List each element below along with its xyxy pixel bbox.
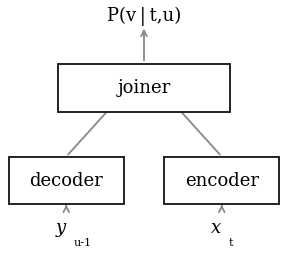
Text: P(v | t,u): P(v | t,u)	[107, 6, 181, 26]
FancyBboxPatch shape	[9, 157, 124, 204]
Text: x: x	[211, 219, 221, 237]
Text: u-1: u-1	[73, 238, 92, 248]
Text: encoder: encoder	[185, 172, 259, 190]
FancyBboxPatch shape	[58, 64, 230, 111]
Text: y: y	[55, 219, 66, 237]
Text: joiner: joiner	[118, 79, 170, 97]
FancyBboxPatch shape	[164, 157, 279, 204]
Text: decoder: decoder	[29, 172, 103, 190]
Text: t: t	[229, 238, 234, 248]
